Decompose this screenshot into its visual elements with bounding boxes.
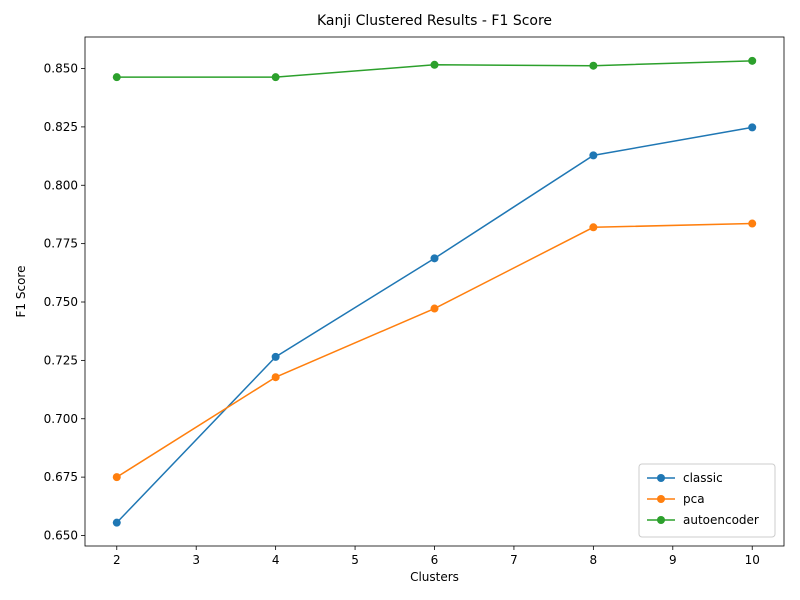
legend-marker	[657, 516, 665, 524]
y-tick-label: 0.675	[44, 470, 78, 484]
legend-marker	[657, 474, 665, 482]
legend-item-classic: classic	[647, 471, 723, 485]
x-tick-label: 9	[669, 553, 677, 567]
x-tick-label: 2	[113, 553, 121, 567]
data-point-pca	[430, 304, 439, 313]
data-point-classic	[112, 518, 121, 527]
x-tick-label: 10	[745, 553, 760, 567]
data-point-classic	[271, 352, 280, 361]
legend-label: autoencoder	[683, 513, 759, 527]
series-autoencoder	[112, 56, 757, 82]
data-point-autoencoder	[589, 61, 598, 70]
data-point-autoencoder	[430, 60, 439, 69]
x-axis: 2 3 4 5 6 7 8 9 10	[113, 546, 760, 567]
x-tick-label: 3	[192, 553, 200, 567]
legend-label: pca	[683, 492, 705, 506]
series-classic	[112, 123, 757, 527]
x-tick-label: 8	[590, 553, 598, 567]
data-point-classic	[430, 254, 439, 263]
data-point-pca	[271, 373, 280, 382]
x-tick-label: 6	[431, 553, 439, 567]
y-tick-label: 0.825	[44, 120, 78, 134]
x-tick-label: 7	[510, 553, 518, 567]
x-tick-label: 5	[351, 553, 359, 567]
legend-box	[638, 463, 776, 538]
legend-item-pca: pca	[647, 492, 705, 506]
data-point-classic	[748, 123, 757, 132]
data-point-pca	[589, 223, 598, 232]
chart-title: Kanji Clustered Results - F1 Score	[317, 13, 552, 29]
series-pca	[112, 219, 757, 482]
y-tick-label: 0.700	[44, 412, 78, 426]
x-tick-label: 4	[272, 553, 280, 567]
y-tick-label: 0.800	[44, 178, 78, 192]
x-axis-label: Clusters	[410, 570, 459, 584]
y-tick-label: 0.775	[44, 237, 78, 251]
plot-area	[112, 56, 757, 527]
legend: classic pca autoencoder	[638, 463, 776, 538]
legend-item-autoencoder: autoencoder	[647, 513, 759, 527]
y-tick-label: 0.650	[44, 528, 78, 542]
data-point-autoencoder	[271, 73, 280, 82]
legend-marker	[657, 495, 665, 503]
y-tick-label: 0.750	[44, 295, 78, 309]
data-point-autoencoder	[748, 56, 757, 65]
data-point-pca	[748, 219, 757, 228]
y-tick-label: 0.850	[44, 62, 78, 76]
data-point-autoencoder	[112, 73, 121, 82]
legend-label: classic	[683, 471, 723, 485]
y-axis-label: F1 Score	[14, 266, 28, 318]
data-point-classic	[589, 151, 598, 160]
data-point-pca	[112, 473, 121, 482]
y-axis: 0.650 0.675 0.700 0.725 0.750 0.775 0.800 0.825…	[44, 62, 85, 542]
y-tick-label: 0.725	[44, 353, 78, 367]
